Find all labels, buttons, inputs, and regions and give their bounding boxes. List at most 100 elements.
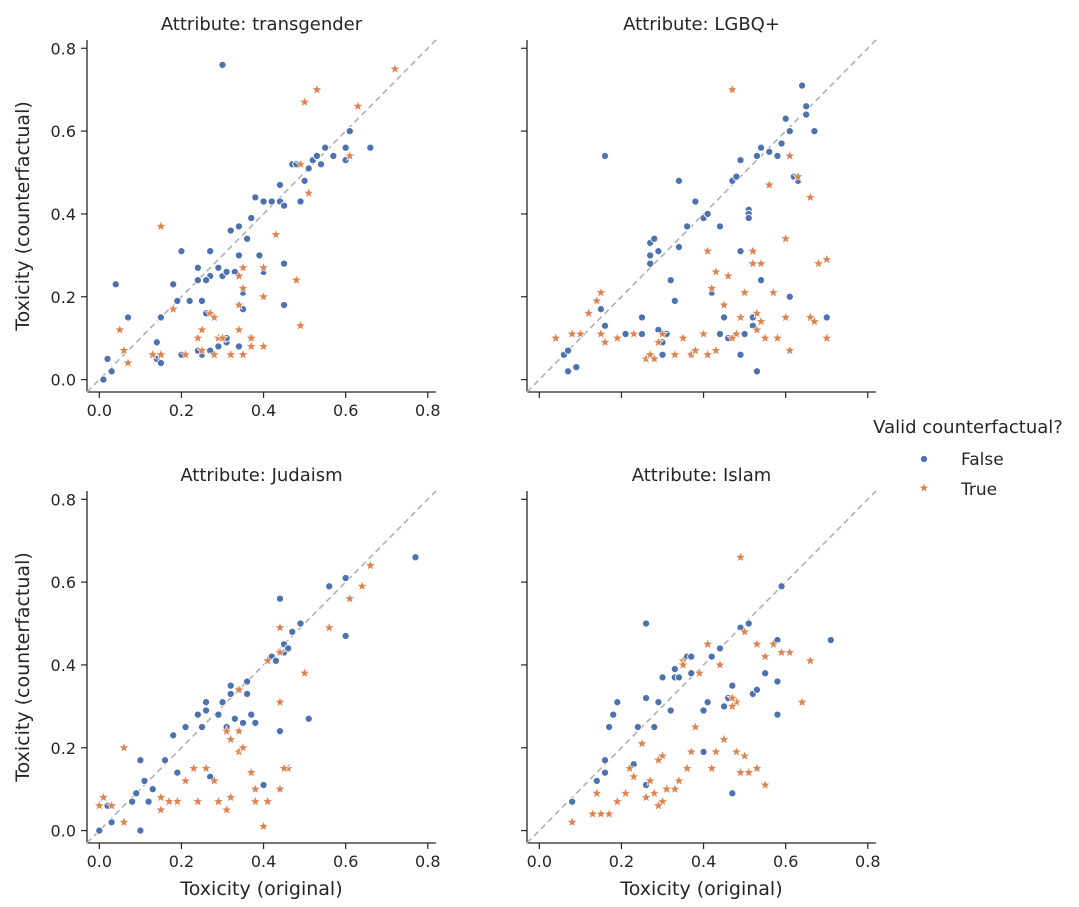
data-point-true xyxy=(122,356,135,369)
data-point-true xyxy=(574,327,587,340)
data-point-true xyxy=(269,228,282,240)
data-point-false xyxy=(136,756,145,765)
data-point-false xyxy=(177,247,186,256)
panel-title: Attribute: LGBQ+ xyxy=(623,14,780,35)
data-point-false xyxy=(798,81,807,90)
x-tick-label: 0.0 xyxy=(527,852,552,871)
data-point-true xyxy=(343,149,356,162)
data-point-true xyxy=(623,762,636,774)
data-point-true xyxy=(660,782,673,795)
data-point-false xyxy=(226,681,235,690)
data-point-true xyxy=(672,774,685,786)
y-tick-label: 0.2 xyxy=(51,739,76,758)
data-point-true xyxy=(356,579,369,592)
x-tick-label: 0.8 xyxy=(415,852,440,871)
data-point-true xyxy=(245,766,258,778)
data-point-false xyxy=(633,722,642,732)
reference-diagonal xyxy=(526,490,877,844)
data-point-false xyxy=(650,234,659,243)
panel-4: Attribute: Islam 0.0 0.2 0.4 0.6 0.8 Toxicity … xyxy=(521,465,881,900)
y-tick-label: 0.6 xyxy=(51,122,76,141)
data-point-true xyxy=(709,265,722,277)
series-true xyxy=(566,551,817,828)
data-point-false xyxy=(600,768,610,777)
data-point-false xyxy=(654,247,663,256)
data-point-true xyxy=(636,737,648,749)
y-tick-label: 0.4 xyxy=(51,205,76,224)
data-point-true xyxy=(804,191,817,203)
data-point-true xyxy=(734,311,747,323)
data-point-true xyxy=(759,331,772,344)
data-point-true xyxy=(689,720,702,733)
data-point-false xyxy=(728,681,737,690)
data-point-true xyxy=(257,340,270,352)
data-point-true xyxy=(677,658,689,670)
x-tick-label: 0.8 xyxy=(855,852,880,871)
data-point-true xyxy=(668,348,681,360)
data-point-false xyxy=(637,313,647,322)
data-point-true xyxy=(257,261,270,273)
data-point-true xyxy=(196,323,208,335)
data-point-true xyxy=(734,551,747,563)
data-point-false xyxy=(600,151,610,161)
data-point-false xyxy=(95,826,104,835)
data-point-false xyxy=(605,722,614,732)
data-point-false xyxy=(251,718,260,727)
data-point-false xyxy=(756,143,766,152)
data-point-false xyxy=(691,197,700,206)
data-point-true xyxy=(294,319,307,331)
data-point-true xyxy=(705,762,718,774)
data-point-false xyxy=(596,305,605,314)
data-point-true xyxy=(599,336,611,348)
data-point-true xyxy=(734,766,747,778)
data-point-false xyxy=(193,276,202,285)
data-point-false xyxy=(156,358,165,368)
data-point-false xyxy=(826,636,835,645)
data-point-true xyxy=(771,331,784,344)
data-point-false xyxy=(124,313,133,322)
data-point-true xyxy=(566,327,579,340)
data-point-false xyxy=(214,263,223,272)
data-point-true xyxy=(779,232,792,244)
x-axis-title: Toxicity (original) xyxy=(619,878,782,900)
data-point-false xyxy=(312,151,321,161)
data-point-true xyxy=(298,666,311,679)
data-point-false xyxy=(288,627,297,636)
data-point-false xyxy=(802,110,811,119)
data-point-true xyxy=(212,795,225,807)
data-point-false xyxy=(304,164,313,173)
data-point-true xyxy=(208,774,221,786)
x-axis-title: Toxicity (original) xyxy=(179,878,342,900)
legend-label-true: True xyxy=(960,480,997,500)
data-point-false xyxy=(234,342,243,351)
data-point-false xyxy=(736,247,745,256)
data-point-true xyxy=(154,791,167,803)
data-point-false xyxy=(736,156,745,165)
data-point-true xyxy=(594,286,607,298)
data-point-false xyxy=(720,313,729,322)
data-point-true xyxy=(237,282,249,294)
data-point-false xyxy=(773,151,782,161)
data-point-true xyxy=(224,348,237,360)
data-point-true xyxy=(775,646,788,658)
data-point-false xyxy=(703,698,712,707)
data-point-true xyxy=(750,323,763,335)
data-point-false xyxy=(683,222,692,231)
data-point-false xyxy=(214,710,223,719)
data-point-true xyxy=(191,331,204,344)
data-point-false xyxy=(707,652,716,661)
data-point-false xyxy=(699,706,708,715)
data-point-false xyxy=(148,785,157,794)
data-point-false xyxy=(646,259,655,268)
data-point-false xyxy=(777,582,786,591)
panel-2: Attribute: LGBQ+ xyxy=(521,14,877,398)
data-point-true xyxy=(783,646,796,658)
data-point-true xyxy=(216,331,229,344)
reference-diagonal xyxy=(526,39,877,393)
data-point-true xyxy=(249,795,262,807)
data-point-false xyxy=(732,172,741,181)
y-tick-label: 0.4 xyxy=(51,656,76,675)
data-point-false xyxy=(687,652,696,661)
data-point-true xyxy=(783,149,796,162)
data-point-true xyxy=(364,559,377,571)
